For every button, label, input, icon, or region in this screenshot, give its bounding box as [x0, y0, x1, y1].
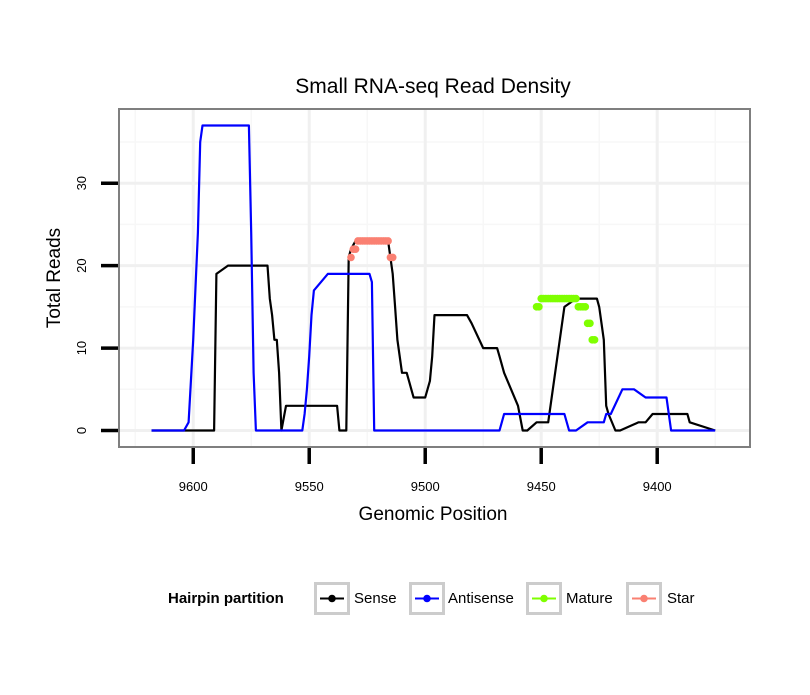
series-line-sense	[151, 239, 716, 432]
plot-panel	[119, 109, 750, 447]
data-point-star	[347, 253, 355, 262]
data-point-mature	[581, 303, 590, 311]
data-point-mature	[572, 294, 580, 303]
data-point-star	[384, 237, 392, 245]
legend-key-point	[328, 594, 336, 603]
y-tick-label: 20	[74, 258, 89, 272]
legend-item-star: Star	[626, 582, 695, 615]
legend-title: Hairpin partition	[168, 590, 284, 607]
legend-item-sense: Sense	[314, 582, 397, 615]
data-point-star	[351, 245, 360, 253]
legend-key-point	[540, 594, 548, 603]
legend-key-point	[640, 594, 648, 603]
legend-key-point	[423, 594, 431, 603]
legend-label: Mature	[566, 590, 613, 607]
y-tick-label: 0	[74, 427, 89, 434]
y-tick-label: 30	[74, 176, 89, 190]
legend: Hairpin partition Sense Antisense Mature St…	[168, 582, 695, 615]
grid-layer	[119, 109, 750, 447]
chart-title: Small RNA-seq Read Density	[295, 75, 571, 98]
y-tick-label: 10	[74, 341, 89, 355]
data-point-mature	[586, 319, 594, 328]
legend-label: Antisense	[448, 590, 514, 607]
series-layer	[151, 124, 716, 432]
x-axis-label: Genomic Position	[359, 504, 508, 525]
data-point-mature	[590, 336, 599, 344]
x-tick-label: 9400	[643, 479, 672, 494]
series-sense	[151, 239, 716, 432]
x-tick-label: 9600	[179, 479, 208, 494]
series-star	[347, 237, 397, 262]
axis-layer: 9600 9550 9500 9450 9400 0 10 20 30	[74, 176, 672, 494]
x-tick-label: 9450	[527, 479, 556, 494]
data-point-mature	[535, 303, 543, 311]
plot-border	[118, 108, 751, 448]
legend-item-mature: Mature	[526, 582, 613, 615]
data-point-star	[388, 253, 397, 262]
series-antisense	[151, 124, 716, 432]
legend-label: Sense	[354, 590, 397, 607]
series-mature	[532, 294, 599, 344]
legend-label: Star	[667, 590, 695, 607]
x-tick-label: 9500	[411, 479, 440, 494]
legend-item-antisense: Antisense	[409, 582, 514, 615]
y-axis-label: Total Reads	[44, 228, 65, 328]
series-line-antisense	[151, 124, 716, 432]
x-tick-label: 9550	[295, 479, 324, 494]
